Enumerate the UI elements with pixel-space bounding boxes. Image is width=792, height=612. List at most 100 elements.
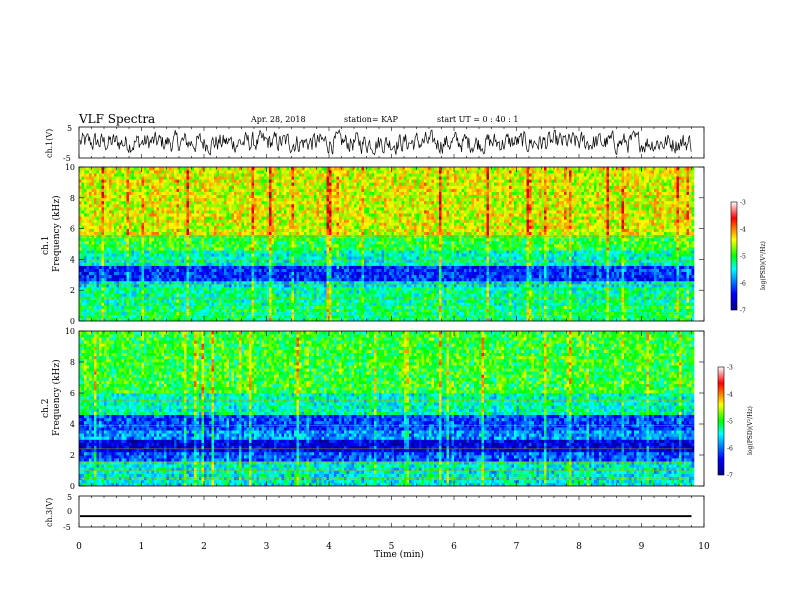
spectrogram-cell: [99, 287, 102, 291]
start-time-label: start UT = 0 : 40 : 1: [437, 115, 518, 124]
spectrogram-cell: [164, 247, 167, 251]
spectrogram-cell: [161, 173, 165, 177]
spectrogram-cell: [294, 250, 297, 254]
spectrogram-cell: [126, 265, 130, 269]
spectrogram-cell: [156, 302, 160, 306]
spectrogram-cell: [126, 247, 130, 251]
spectrogram-cell: [109, 317, 112, 321]
spectrogram-cell: [224, 173, 227, 177]
spectrogram-cell: [194, 182, 197, 186]
spectrogram-cell: [249, 231, 252, 236]
spectrogram-cell: [154, 308, 157, 313]
spectrogram-cell: [201, 191, 205, 195]
spectrogram-cell: [169, 173, 172, 177]
spectrogram-cell: [169, 191, 172, 195]
spectrogram-cell: [199, 317, 202, 321]
spectrogram-cell: [309, 250, 312, 254]
spectrogram-cell: [191, 299, 195, 303]
spectrogram-cell: [139, 277, 142, 282]
spectrogram-cell: [91, 244, 95, 248]
spectrogram-cell: [139, 287, 142, 291]
spectrogram-cell: [91, 299, 95, 303]
spectrogram-cell: [266, 210, 270, 214]
spectrogram-cell: [104, 308, 107, 313]
spectrogram-cell: [256, 222, 260, 226]
spectrogram-cell: [249, 281, 252, 285]
spectrogram-cell: [81, 170, 85, 174]
spectrogram-cell: [134, 302, 137, 306]
spectrogram-cell: [119, 284, 122, 288]
spectrogram-cell: [111, 317, 115, 321]
spectrogram-cell: [146, 271, 150, 276]
spectrogram-cell: [316, 253, 320, 257]
spectrogram-cell: [169, 200, 172, 205]
spectrogram-cell: [136, 188, 140, 192]
spectrogram-cell: [306, 247, 310, 251]
spectrogram-cell: [234, 200, 237, 205]
spectrogram-cell: [226, 281, 230, 285]
spectrogram-cell: [244, 167, 247, 171]
spectrogram-cell: [274, 250, 277, 254]
spectrogram-cell: [109, 305, 112, 309]
spectrogram-cell: [209, 204, 212, 208]
spectrogram-cell: [134, 274, 137, 279]
spectrogram-cell: [169, 188, 172, 192]
spectrogram-cell: [306, 314, 310, 319]
spectrogram-cell: [79, 197, 82, 202]
spectrogram-cell: [259, 274, 262, 279]
spectrogram-cell: [139, 317, 142, 321]
spectrogram-cell: [116, 293, 120, 297]
spectrogram-cell: [204, 197, 207, 202]
spectrogram-cell: [164, 256, 167, 260]
spectrogram-cell: [261, 305, 265, 309]
spectrogram-cell: [196, 244, 200, 248]
spectrogram-cell: [296, 173, 300, 177]
spectrogram-cell: [79, 219, 82, 223]
spectrogram-cell: [184, 182, 187, 186]
spectrogram-cell: [281, 287, 285, 291]
spectrogram-cell: [109, 250, 112, 254]
spectrogram-cell: [219, 225, 222, 229]
spectrogram-cell: [266, 167, 270, 171]
spectrogram-cell: [319, 305, 322, 309]
spectrogram-cell: [314, 222, 317, 226]
spectrogram-cell: [171, 302, 175, 306]
spectrogram-cell: [299, 225, 302, 229]
spectrogram-cell: [226, 231, 230, 236]
spectrogram-cell: [134, 277, 137, 282]
spectrogram-cell: [169, 167, 172, 171]
spectrogram-cell: [206, 173, 210, 177]
spectrogram-cell: [294, 240, 297, 245]
spectrogram-cell: [101, 222, 105, 226]
spectrogram-cell: [216, 268, 220, 272]
spectrogram-cell: [211, 314, 215, 319]
spectrogram-cell: [209, 200, 212, 205]
spectrogram-cell: [256, 290, 260, 294]
spectrogram-cell: [201, 265, 205, 269]
spectrogram-cell: [84, 191, 87, 195]
spectrogram-cell: [176, 271, 180, 276]
spectrogram-cell: [279, 317, 282, 321]
spectrogram-cell: [254, 231, 257, 236]
spectrogram-cell: [159, 225, 162, 229]
spectrogram-cell: [164, 188, 167, 192]
spectrogram-cell: [116, 188, 120, 192]
spectrogram-cell: [201, 268, 205, 272]
spectrogram-cell: [271, 182, 275, 186]
spectrogram-cell: [106, 268, 110, 272]
spectrogram-cell: [196, 277, 200, 282]
spectrogram-cell: [99, 170, 102, 174]
spectrogram-cell: [316, 305, 320, 309]
spectrogram-cell: [179, 213, 182, 217]
spectrogram-cell: [91, 176, 95, 180]
spectrogram-cell: [259, 173, 262, 177]
spectrogram-cell: [204, 274, 207, 279]
spectrogram-cell: [164, 299, 167, 303]
spectrogram-cell: [316, 191, 320, 195]
spectrogram-cell: [156, 207, 160, 211]
spectrogram-cell: [191, 262, 195, 266]
spectrogram-cell: [79, 262, 82, 266]
spectrogram-cell: [141, 167, 145, 171]
spectrogram-cell: [246, 250, 250, 254]
spectrogram-cell: [111, 231, 115, 236]
